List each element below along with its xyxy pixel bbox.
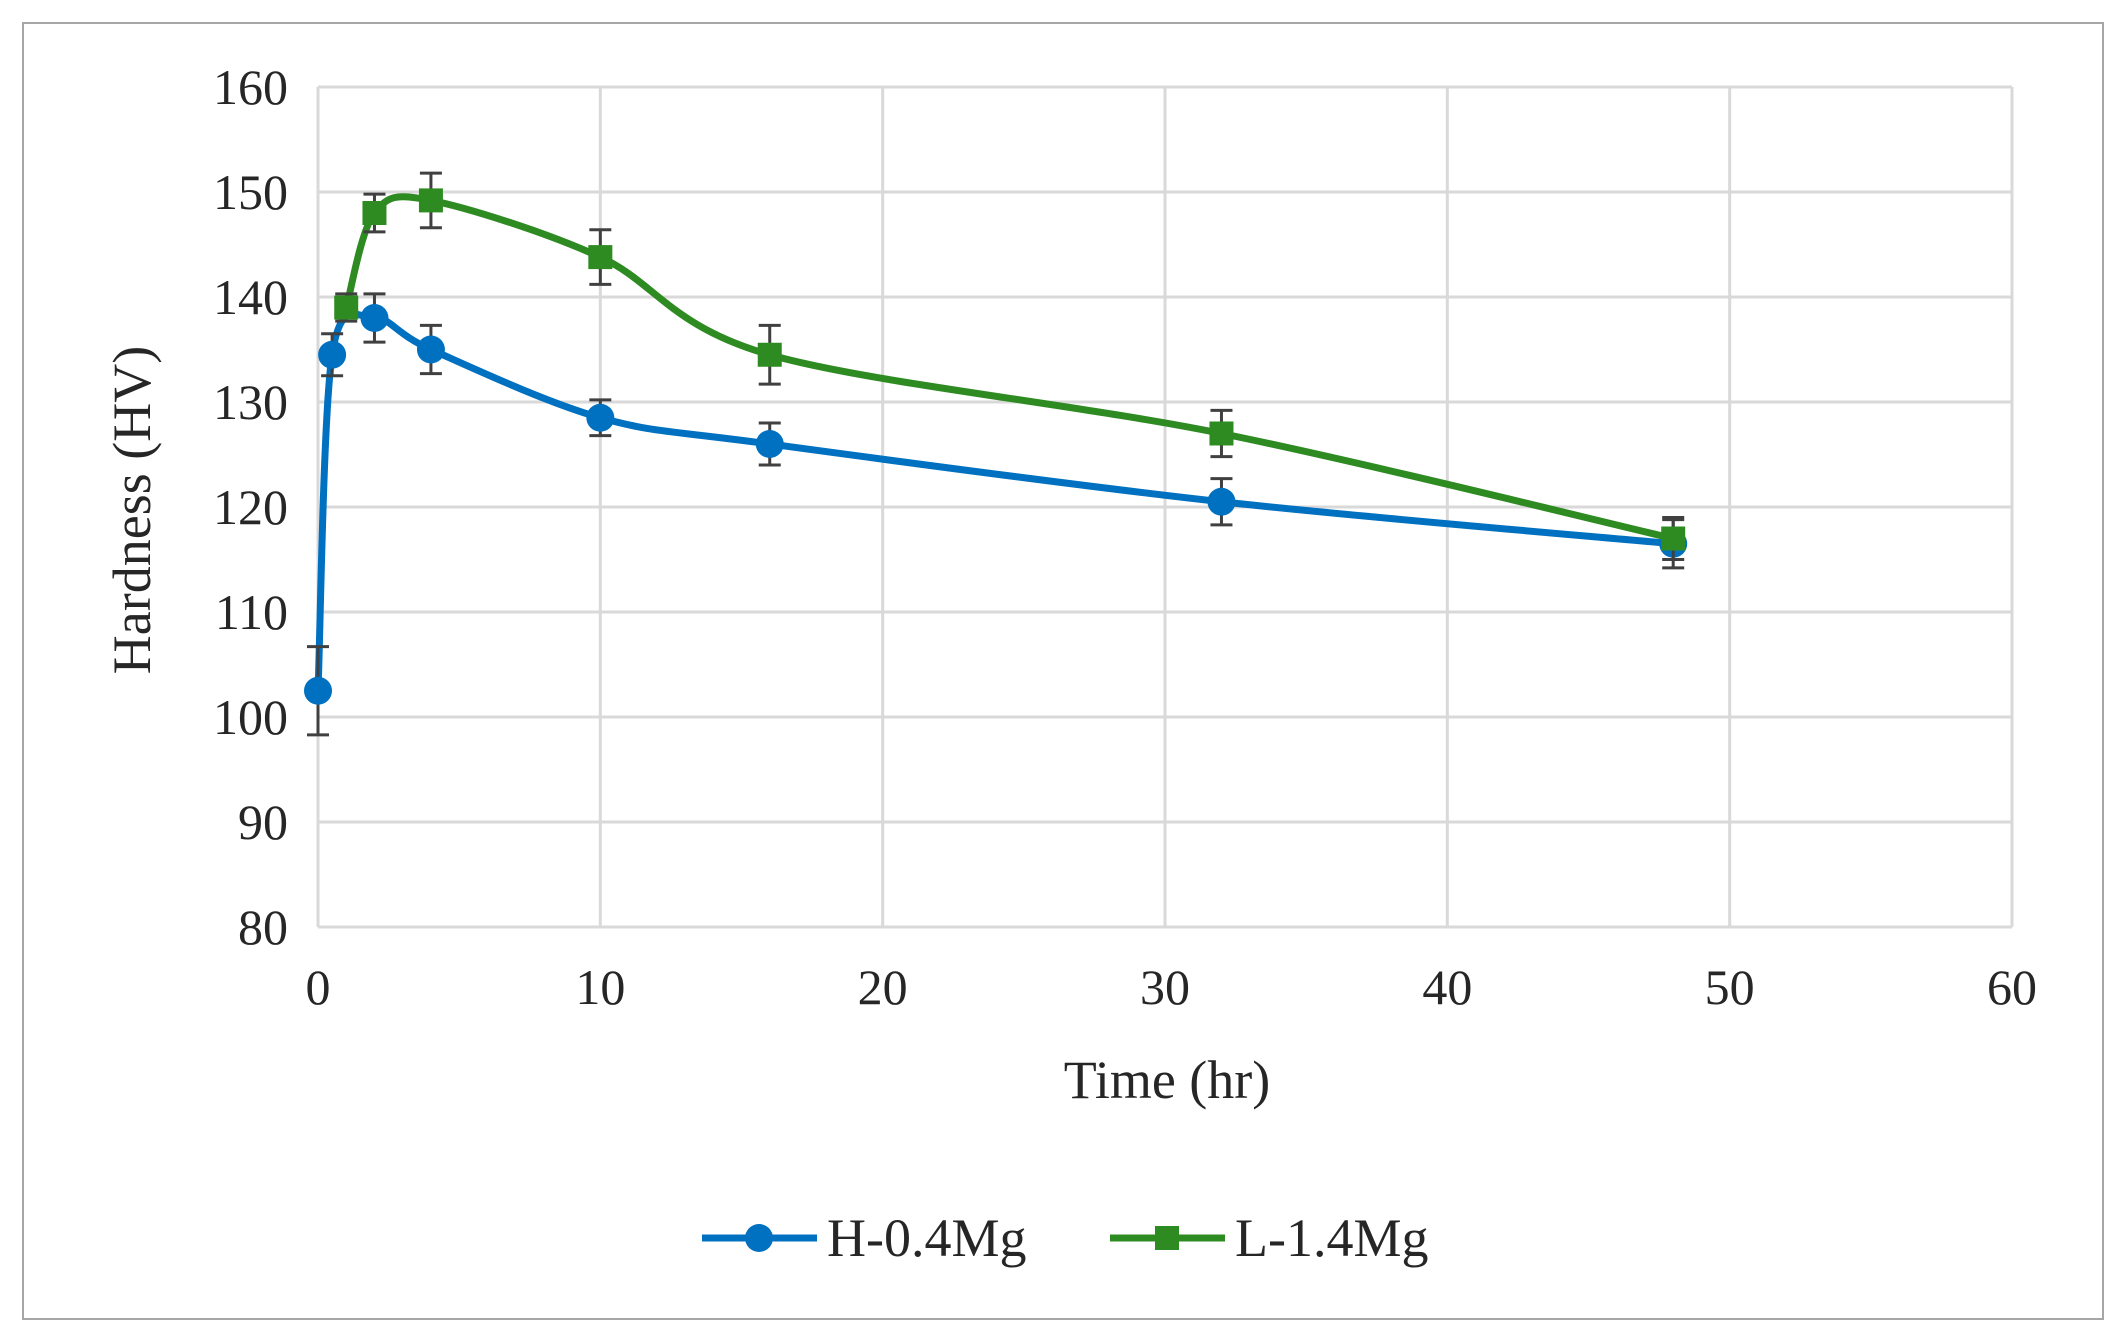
y-tick-label: 80 — [238, 899, 288, 955]
legend-entry: H-0.4Mg — [702, 1208, 1027, 1268]
series-H-0.4Mg — [304, 292, 1688, 737]
data-point — [757, 342, 782, 367]
legend-marker — [1155, 1226, 1179, 1250]
series-layer — [304, 171, 1688, 737]
y-tick-label: 160 — [213, 59, 288, 115]
data-point — [1209, 421, 1234, 446]
y-tick-label: 110 — [215, 584, 288, 640]
data-point — [334, 295, 359, 320]
tick-labels: 80 90 100 110 120 130 140 150 160 0 10 20 30 40 50 60 — [213, 59, 2037, 1015]
y-tick-label: 150 — [213, 164, 288, 220]
x-tick-label: 50 — [1705, 959, 1755, 1015]
x-tick-label: 10 — [575, 959, 625, 1015]
data-point — [304, 676, 332, 705]
legend-entry: L-1.4Mg — [1110, 1208, 1428, 1268]
y-tick-label: 130 — [213, 374, 288, 430]
chart-frame — [22, 22, 2104, 1320]
data-point — [362, 201, 387, 225]
y-tick-label: 90 — [238, 794, 288, 850]
x-tick-label: 20 — [858, 959, 908, 1015]
y-axis-title: Hardness (HV) — [102, 346, 162, 674]
series-line — [342, 193, 1677, 542]
legend: H-0.4Mg L-1.4Mg — [702, 1208, 1428, 1268]
legend-label: H-0.4Mg — [827, 1208, 1027, 1268]
data-point — [1207, 487, 1236, 516]
series-line — [314, 310, 1677, 695]
x-tick-label: 30 — [1140, 959, 1190, 1015]
data-point — [418, 188, 443, 213]
x-axis-title: Time (hr) — [1064, 1050, 1271, 1110]
y-tick-label: 120 — [213, 479, 288, 535]
data-point — [586, 403, 615, 432]
x-tick-label: 0 — [306, 959, 331, 1015]
legend-marker — [745, 1224, 773, 1252]
data-point — [360, 304, 389, 332]
data-point — [1661, 526, 1686, 551]
y-tick-label: 100 — [213, 689, 288, 745]
series-L-1.4Mg — [334, 171, 1686, 561]
x-tick-label: 40 — [1422, 959, 1472, 1015]
data-point — [588, 245, 613, 270]
data-point — [318, 340, 347, 369]
data-point — [416, 335, 445, 364]
x-tick-label: 60 — [1987, 959, 2037, 1015]
grid — [316, 85, 2014, 929]
y-tick-label: 140 — [213, 269, 288, 325]
data-point — [755, 430, 784, 458]
legend-label: L-1.4Mg — [1235, 1208, 1428, 1268]
